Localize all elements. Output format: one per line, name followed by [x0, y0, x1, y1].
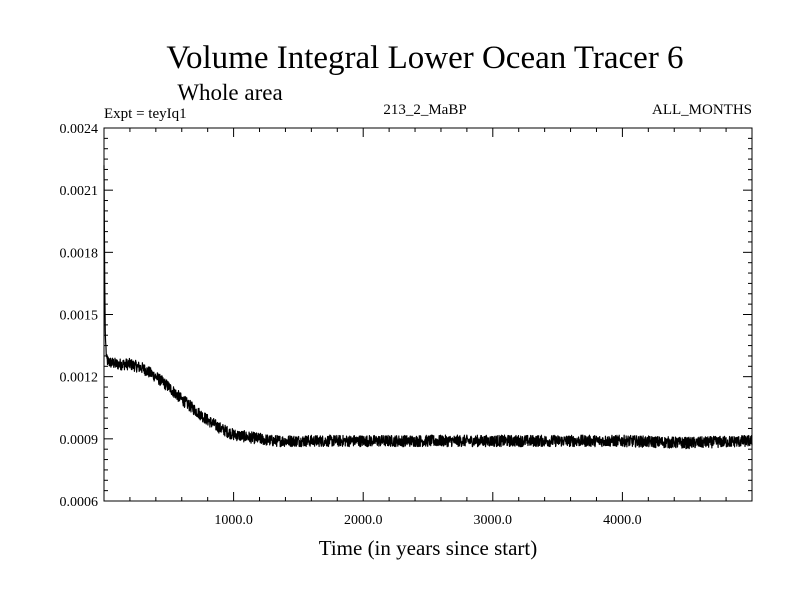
- series-line: [103, 165, 753, 450]
- x-tick-label: 2000.0: [344, 513, 383, 528]
- chart-title: Volume Integral Lower Ocean Tracer 6: [166, 40, 683, 76]
- y-tick-label: 0.0021: [60, 184, 99, 199]
- y-tick-label: 0.0015: [60, 309, 99, 324]
- plot-frame: [103, 127, 753, 502]
- chart-subtitle: Whole area: [177, 80, 282, 105]
- run-label: 213_2_MaBP: [383, 102, 466, 118]
- x-axis-label: Time (in years since start): [319, 536, 538, 560]
- x-axis: 1000.0 2000.0 3000.0 4000.0: [129, 128, 727, 528]
- expt-label: Expt = teyIq1: [104, 106, 187, 122]
- y-tick-label: 0.0009: [60, 433, 99, 448]
- y-tick-label: 0.0012: [60, 371, 99, 386]
- y-tick-label: 0.0024: [60, 122, 99, 137]
- x-tick-label: 3000.0: [474, 513, 513, 528]
- y-tick-label: 0.0006: [60, 495, 99, 510]
- x-tick-label: 4000.0: [603, 513, 642, 528]
- y-axis: 0.0006 0.0009 0.0012 0.0015 0.0018 0.0021 0.00…: [60, 122, 752, 510]
- x-tick-label: 1000.0: [214, 513, 253, 528]
- y-tick-label: 0.0018: [60, 246, 99, 261]
- period-label: ALL_MONTHS: [652, 102, 752, 118]
